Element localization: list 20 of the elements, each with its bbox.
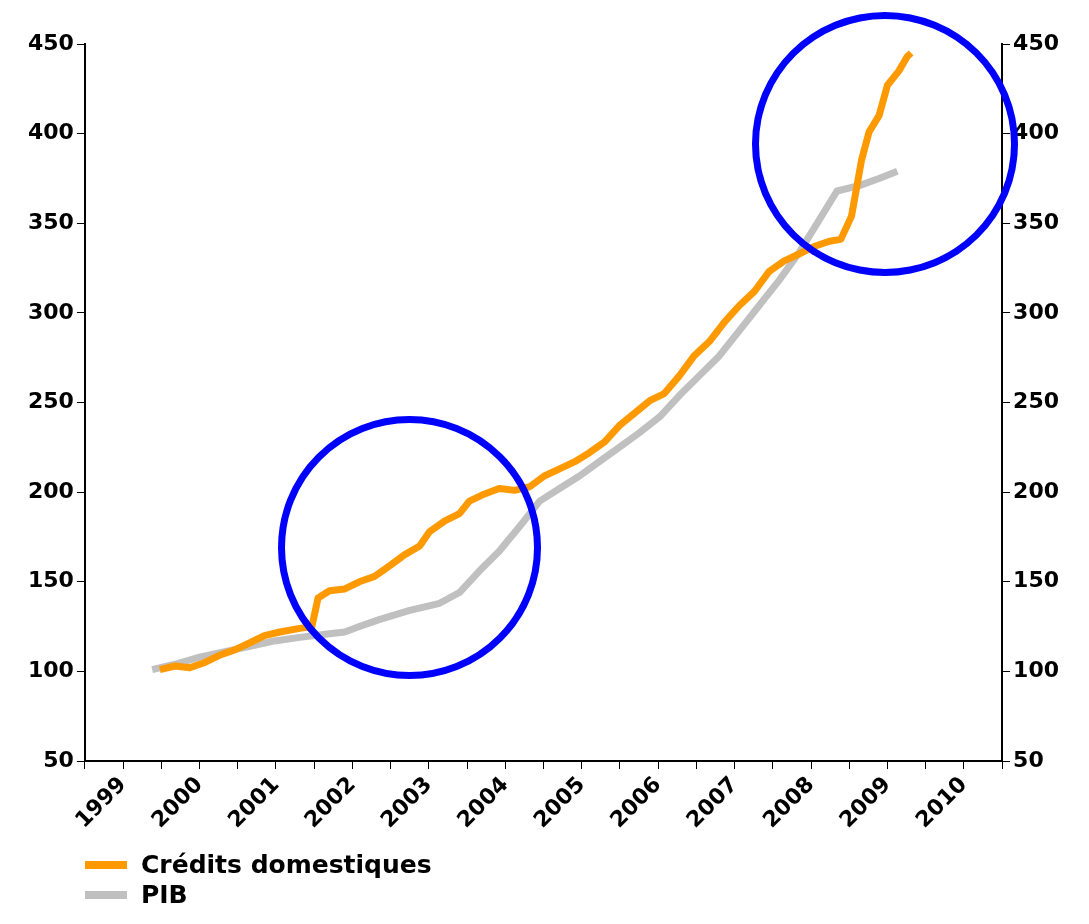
y-tick-label: 300 (27, 298, 74, 324)
y-tick-label: 100 (27, 657, 74, 683)
y2-tick-label: 250 (1013, 388, 1060, 414)
y2-tick-label: 200 (1013, 477, 1060, 503)
y-tick-label: 200 (27, 477, 74, 503)
y2-tick-label: 350 (1013, 208, 1060, 234)
legend-label: Crédits domestiques (141, 850, 432, 880)
y2-tick-label: 50 (1013, 746, 1044, 772)
y2-tick-label: 100 (1013, 657, 1060, 683)
y2-tick-label: 450 (1013, 29, 1060, 55)
y-tick-label: 450 (27, 29, 74, 55)
y2-tick-label: 300 (1013, 298, 1060, 324)
y2-tick-label: 400 (1013, 119, 1060, 145)
y-tick-label: 150 (27, 567, 74, 593)
y-tick-label: 50 (43, 746, 74, 772)
y-tick-label: 250 (27, 388, 74, 414)
y-tick-label: 400 (27, 119, 74, 145)
y2-tick-label: 150 (1013, 567, 1060, 593)
legend-label: PIB (141, 880, 188, 910)
y-tick-label: 350 (27, 208, 74, 234)
